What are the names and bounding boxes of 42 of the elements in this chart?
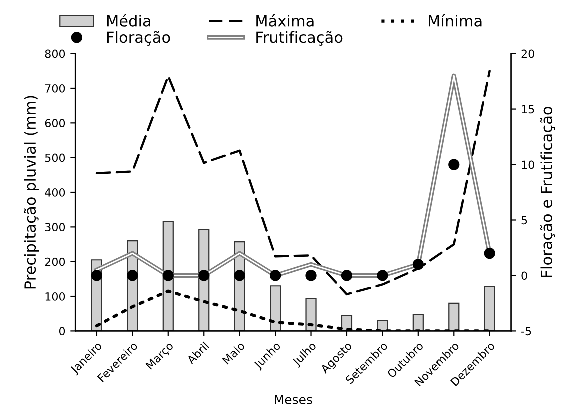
y2-axis-title: Floração e Frutificação	[540, 107, 556, 278]
x-axis-title: Meses	[275, 395, 312, 404]
y2-tick-label: 10	[522, 160, 534, 170]
y-tick-label: 700	[46, 84, 66, 93]
point	[484, 248, 496, 260]
legend-label: Média	[107, 14, 150, 27]
y2-tick-label: 5	[522, 216, 528, 225]
y2-tick-label: -5	[522, 327, 532, 336]
bar	[306, 298, 317, 332]
legend-label: Máxima	[256, 14, 314, 27]
legend-label: Floração	[107, 31, 170, 46]
y-tick-label: 100	[46, 292, 66, 301]
bar	[412, 314, 424, 332]
bar	[162, 221, 174, 332]
bar	[484, 286, 496, 332]
point	[234, 270, 246, 282]
y-tick-label: 300	[45, 223, 66, 232]
bar	[377, 320, 388, 332]
point	[127, 270, 138, 282]
point	[91, 270, 103, 282]
point	[448, 159, 460, 170]
point	[162, 270, 174, 282]
bar	[270, 286, 282, 332]
y2-tick-label: 20	[522, 50, 534, 58]
y-tick-label: 600	[45, 119, 66, 128]
legend-label: Mínima	[429, 14, 482, 27]
y-tick-label: 200	[45, 258, 66, 266]
point	[198, 270, 210, 282]
y-tick-label: 800	[45, 50, 66, 58]
y2-tick-label: 0	[522, 272, 528, 280]
bar	[448, 302, 460, 332]
point	[412, 259, 424, 270]
y-tick-label: 0	[59, 327, 66, 336]
y-tick-label: 400	[45, 188, 66, 197]
point	[270, 270, 282, 282]
legend-label: Frutificação	[256, 31, 343, 46]
y-axis-title: Precipitação pluvial (mm)	[24, 96, 40, 289]
y2-tick-label: 15	[522, 105, 534, 114]
point	[377, 270, 388, 282]
point	[306, 270, 317, 282]
point	[341, 270, 353, 282]
y-tick-label: 500	[45, 154, 66, 162]
